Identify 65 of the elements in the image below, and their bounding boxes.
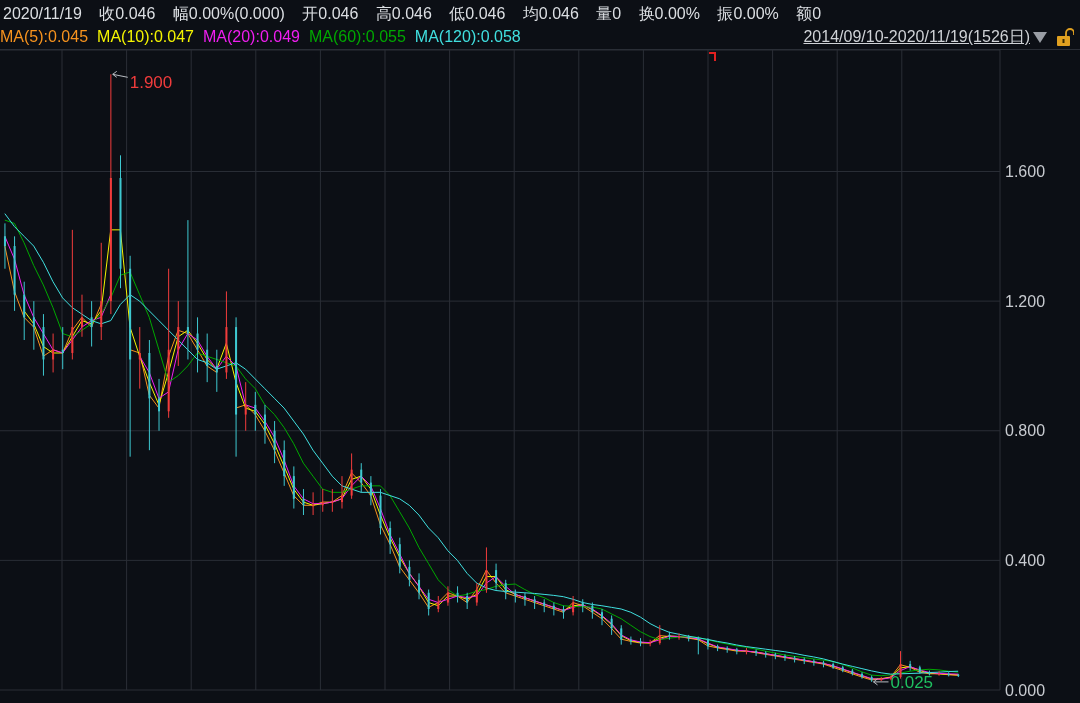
candlestick [23, 281, 26, 341]
candlestick [321, 488, 324, 513]
candlestick [341, 475, 343, 510]
candlestick [244, 381, 247, 432]
candlestick [263, 404, 266, 445]
candlestick [523, 592, 526, 607]
candlestick [504, 579, 507, 600]
candlestick [620, 624, 623, 646]
candlestick [389, 520, 392, 555]
candlestick [678, 632, 681, 641]
y-tick-label: 1.200 [1005, 292, 1046, 310]
candlestick [138, 326, 141, 390]
candlestick [427, 589, 430, 616]
text: MA(20):0.049 [202, 28, 300, 46]
candlestick [755, 648, 758, 657]
candlestick [861, 671, 864, 680]
candlestick [658, 624, 661, 646]
candlestick [572, 595, 575, 616]
candlestick [408, 559, 411, 587]
candlestick [446, 585, 449, 607]
candlestick [254, 391, 257, 432]
candlestick [475, 582, 478, 607]
candlestick [3, 222, 6, 270]
candlestick [32, 300, 35, 351]
y-tick-label: 0.000 [1005, 681, 1046, 699]
candlestick [158, 378, 161, 432]
candlestick [331, 488, 334, 513]
text: MA(5):0.045 [0, 28, 89, 46]
candlestick [398, 537, 401, 574]
annotation: 0.025 [890, 673, 934, 693]
candlestick [80, 294, 83, 338]
candlestick [495, 563, 498, 591]
candlestick [312, 491, 315, 516]
y-tick-label: 1.600 [1005, 163, 1046, 181]
candlestick [889, 674, 892, 681]
candlestick [273, 420, 276, 464]
chart-title: 2020/11/19 收0.046 幅0.00%(0.000) 开0.046 高0.046 低0.046 均0.046 量0 换0.00% 振0.00% 额0 [3, 4, 822, 24]
candlestick [485, 546, 488, 594]
y-tick-label: 0.400 [1005, 552, 1046, 570]
candlestick [369, 475, 372, 506]
candlestick [360, 462, 363, 493]
annotation: 1.900 [129, 72, 173, 92]
candlestick [196, 316, 199, 373]
candlestick [552, 602, 555, 616]
candlestick [61, 326, 64, 370]
candlestick [52, 333, 55, 373]
candlestick [90, 300, 93, 348]
candlestick [938, 670, 941, 677]
candlestick [215, 349, 218, 393]
candlestick [783, 653, 786, 662]
chart-subtitle: 2014/09/10-2020/11/19(1526日) [803, 27, 1030, 47]
candlestick [832, 661, 835, 670]
candlestick [601, 608, 604, 626]
candlestick [418, 572, 421, 600]
candlestick [292, 465, 295, 510]
candlestick [610, 614, 613, 636]
candlestick [302, 488, 305, 516]
candlestick [706, 637, 709, 650]
text: MA(60):0.055 [308, 28, 406, 46]
y-tick-label: 0.800 [1005, 422, 1046, 440]
candlestick [186, 219, 189, 360]
text: MA(10):0.047 [97, 28, 194, 46]
text: MA(120):0.058 [414, 28, 521, 46]
candlestick [206, 333, 209, 383]
candlestick [177, 300, 180, 367]
